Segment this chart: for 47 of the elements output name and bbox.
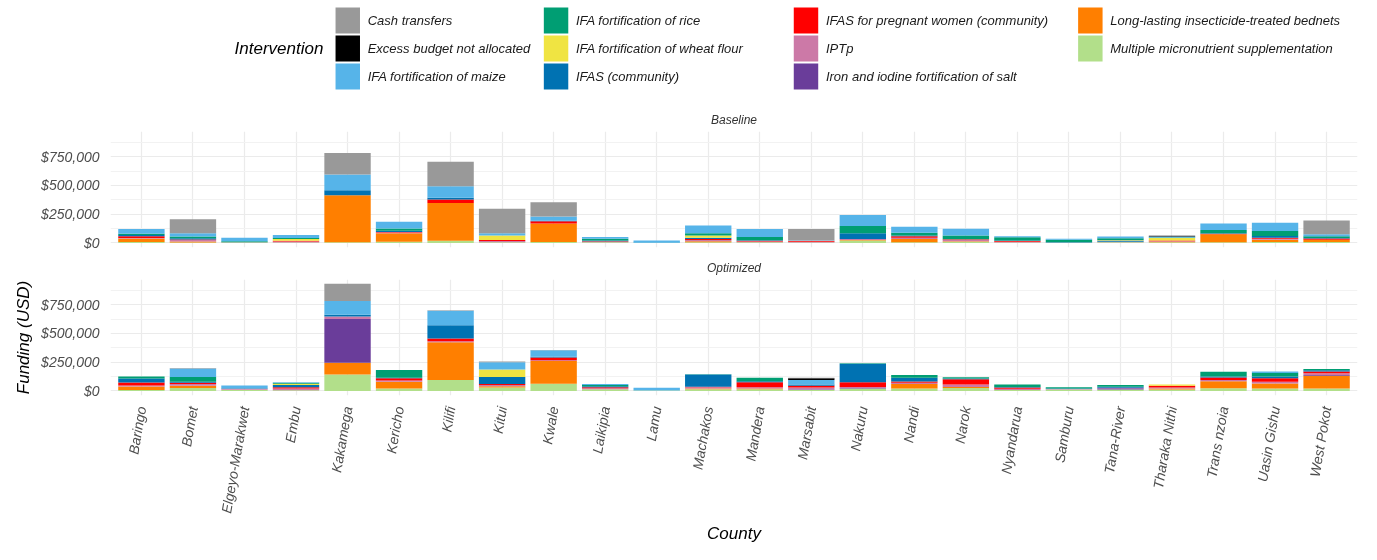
x-tick-label: Kericho bbox=[383, 404, 407, 455]
y-tick-label: $0 bbox=[82, 234, 100, 251]
legend-label: IFAS for pregnant women (community) bbox=[825, 13, 1049, 28]
chart-title: Optimized bbox=[706, 260, 762, 275]
x-tick-label: Kilifi bbox=[438, 404, 459, 434]
y-tick-label: $500,000 bbox=[40, 177, 100, 194]
x-tick-label: West Pokot bbox=[1306, 404, 1335, 479]
legend-label: IFA fortification of maize bbox=[367, 69, 506, 84]
y-tick-label: $500,000 bbox=[40, 325, 100, 342]
y-axis-title: Funding (USD) bbox=[14, 280, 34, 395]
y-tick-label: $750,000 bbox=[40, 148, 100, 165]
y-tick-label: $750,000 bbox=[40, 296, 100, 313]
legend-label: Long-lasting insecticide-treated bednets bbox=[1110, 13, 1341, 28]
x-tick-label: Nyandarua bbox=[997, 404, 1026, 476]
y-tick-label: $250,000 bbox=[40, 354, 100, 371]
legend-label: IFA fortification of rice bbox=[575, 13, 701, 28]
legend-label: IFA fortification of wheat flour bbox=[575, 41, 744, 56]
legend-label: IPTp bbox=[825, 41, 854, 56]
legend-label: IFAS (community) bbox=[575, 69, 680, 84]
x-tick-label: Embu bbox=[281, 404, 304, 444]
x-tick-label: Tharaka Nithi bbox=[1149, 404, 1181, 490]
x-tick-label: Lamu bbox=[642, 404, 665, 443]
x-tick-label: Trans nzoia bbox=[1203, 404, 1232, 479]
x-tick-label: Kakamega bbox=[328, 404, 356, 474]
x-tick-label: Uasin Gishu bbox=[1254, 404, 1283, 484]
x-tick-label: Narok bbox=[951, 404, 974, 445]
x-tick-label: Baringo bbox=[125, 404, 150, 456]
x-tick-label: Samburu bbox=[1051, 404, 1077, 464]
legend-label: Excess budget not allocated bbox=[367, 41, 532, 56]
x-tick-label: Kitui bbox=[489, 404, 511, 435]
x-tick-label: Kwale bbox=[539, 404, 562, 446]
legend-label: Iron and iodine fortification of salt bbox=[825, 69, 1019, 84]
x-axis-title: County bbox=[707, 523, 763, 543]
x-tick-label: Nakuru bbox=[847, 404, 871, 453]
x-tick-label: Tana-River bbox=[1101, 403, 1129, 475]
legend-title: Intervention bbox=[234, 39, 324, 58]
x-tick-label: Nandi bbox=[900, 404, 923, 444]
x-tick-label: Marsabit bbox=[794, 404, 820, 461]
y-tick-label: $250,000 bbox=[40, 206, 100, 223]
x-tick-label: Laikipia bbox=[589, 404, 614, 455]
y-tick-label: $0 bbox=[82, 382, 100, 399]
legend-label: Cash transfers bbox=[367, 13, 453, 28]
x-tick-label: Bomet bbox=[178, 404, 202, 448]
chart-title: Baseline bbox=[710, 112, 758, 127]
x-tick-label: Mandera bbox=[742, 404, 768, 463]
x-tick-label: Machakos bbox=[689, 405, 717, 471]
legend-label: Multiple micronutrient supplementation bbox=[1110, 41, 1333, 56]
